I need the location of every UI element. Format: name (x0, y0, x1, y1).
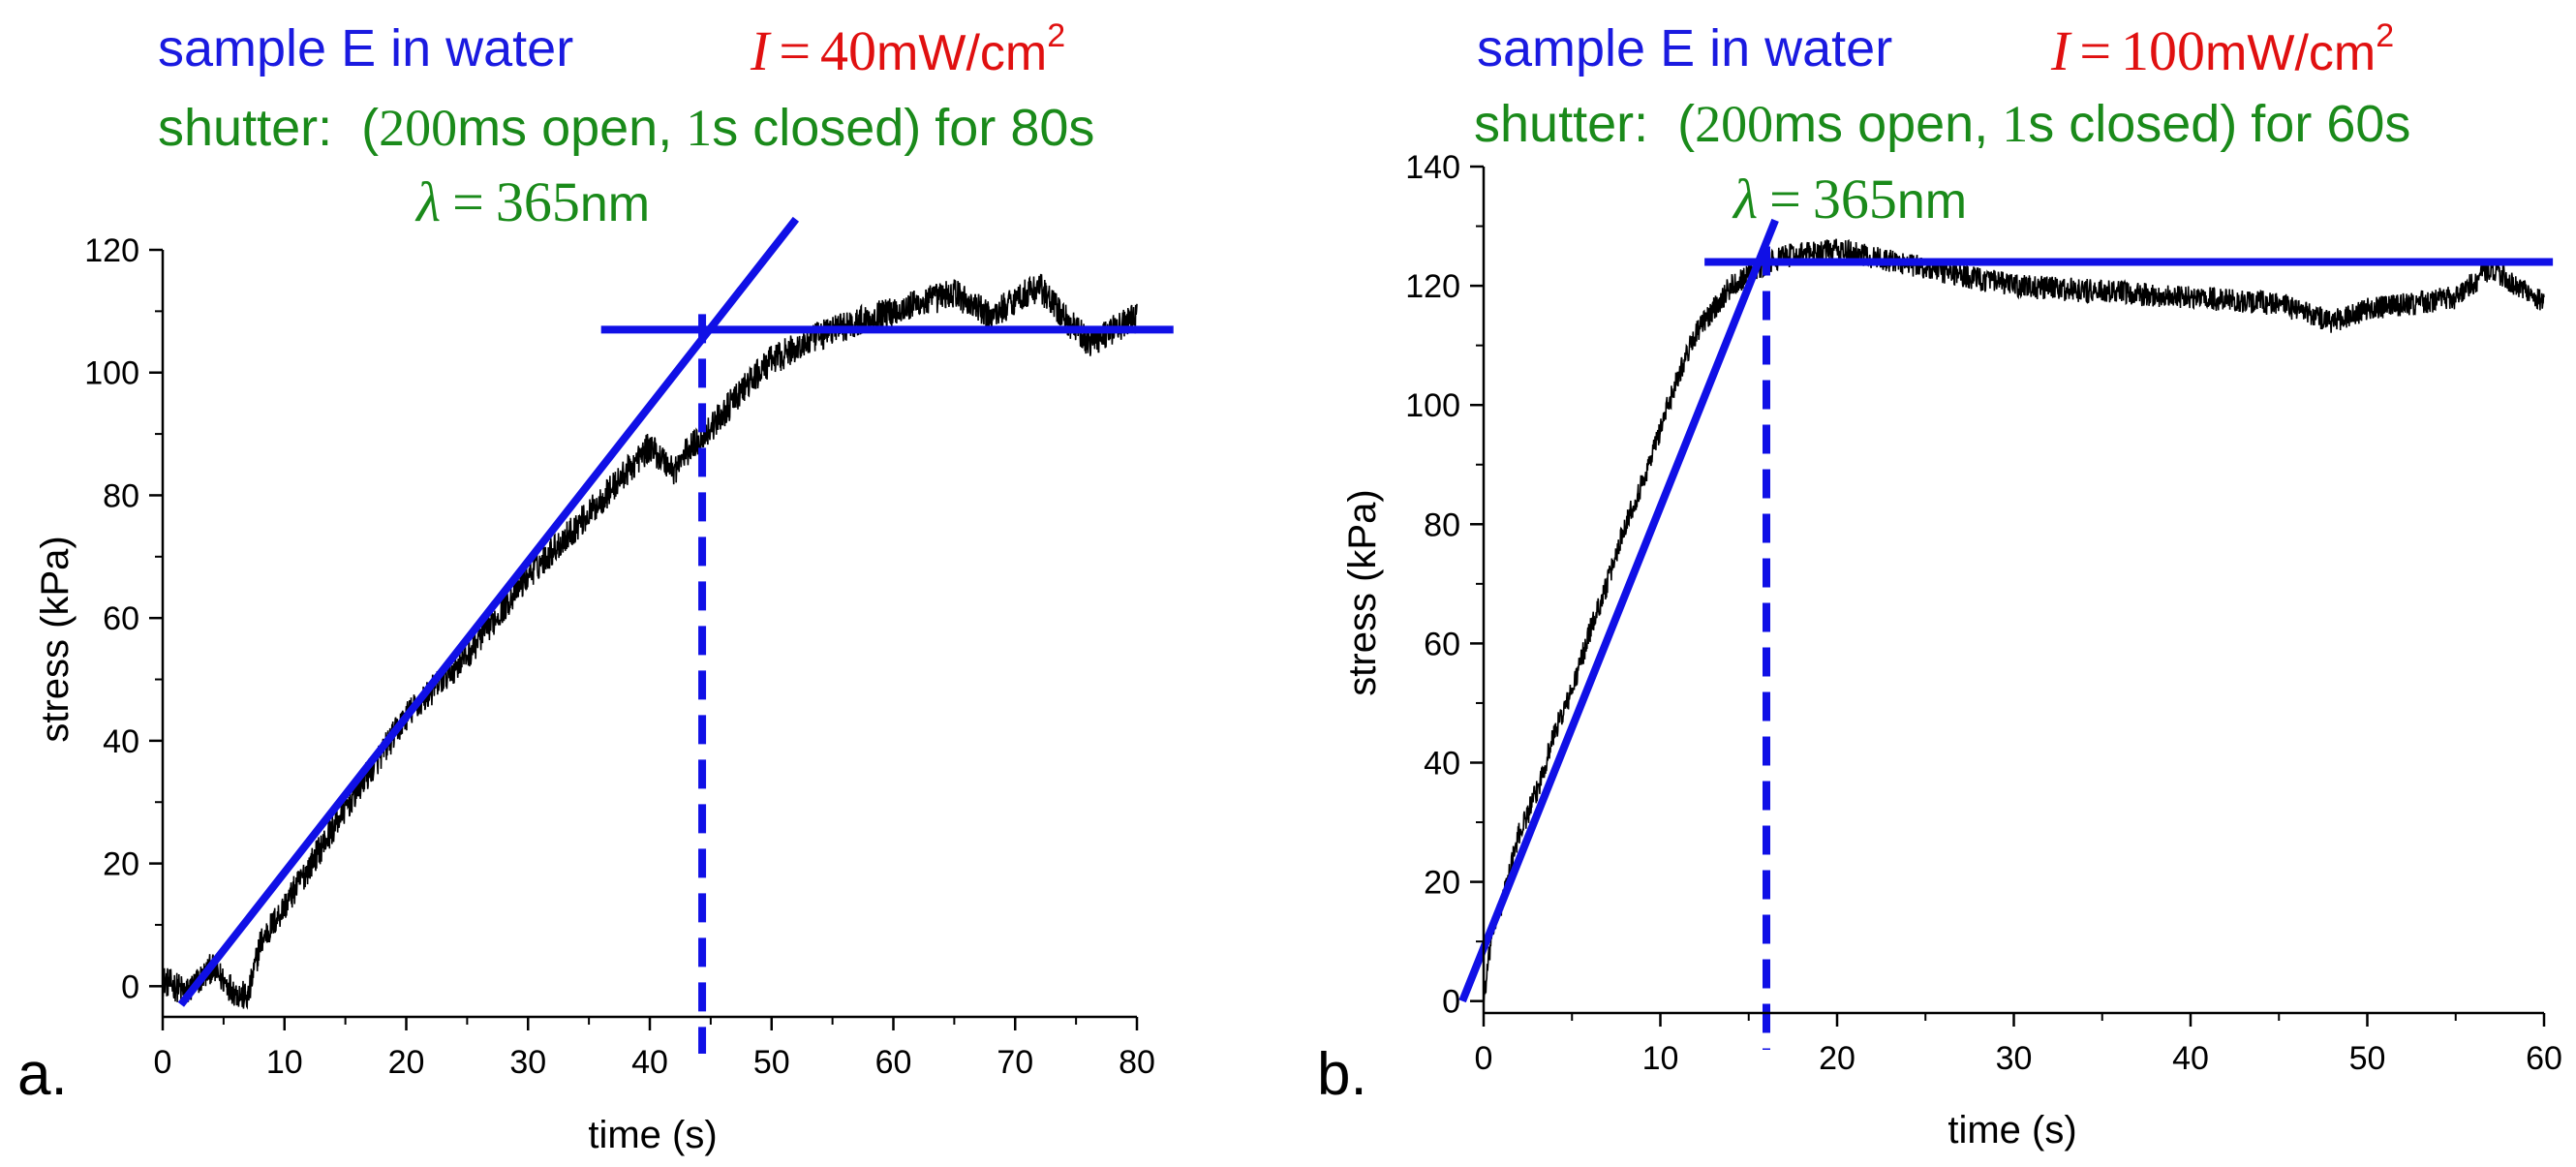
panel-a: sample E in water I = 40mW/cm2 shutter: (20… (17, 17, 1174, 1156)
panel-a-fit-line (177, 216, 800, 1007)
panel-b-wavelength-value: 365 (1813, 168, 1897, 230)
panel-a-y-tick-label: 60 (103, 600, 139, 637)
panel-b-x-tick-label: 40 (2172, 1040, 2209, 1077)
panel-a-x-tick-label: 40 (631, 1044, 668, 1081)
panel-a-shutter-closed-value: 1 (686, 99, 712, 157)
panel-a-xlabel: time (s) (588, 1114, 717, 1156)
panel-a-shutter: shutter: (200ms open, 1s closed) for 80s (158, 99, 1094, 157)
panel-a-y-tick-label: 40 (103, 723, 139, 760)
panel-b-label: b. (1317, 1041, 1367, 1108)
panel-b-fit-line (1458, 218, 1779, 1003)
panel-a-shutter-for: for 80s (935, 99, 1094, 157)
panel-b-overlay-group (1458, 218, 2554, 1050)
panel-a-ylabel: stress (kPa) (34, 536, 77, 742)
panel-a-y-tick-label: 120 (84, 232, 139, 269)
panel-b-wavelength-unit: nm (1897, 173, 1967, 230)
panel-b-wavelength: λ = 365nm (1732, 168, 1967, 230)
panel-b-shutter-closed-value: 1 (2002, 95, 2028, 153)
panel-a-wavelength-symbol: λ (414, 170, 441, 233)
panel-b-y-tick-label: 140 (1405, 149, 1460, 186)
panel-b-y-tick-label: 120 (1405, 268, 1460, 305)
panel-b-intensity-symbol: I (2050, 19, 2072, 82)
panel-a-shutter-paren: ( (361, 99, 379, 157)
panel-b-intensity-equals: = (2079, 19, 2111, 82)
panel-a-title: sample E in water (158, 19, 573, 77)
panel-b-shutter-prefix: shutter: (1474, 95, 1648, 153)
panel-b-shutter: shutter: (200ms open, 1s closed) for 60s (1474, 95, 2410, 153)
panel-a-intensity-equals: = (779, 19, 811, 82)
panel-a-wavelength-value: 365 (496, 170, 580, 233)
panel-b-trace-group (1483, 238, 2545, 1006)
panel-a-wavelength-unit: nm (580, 176, 650, 232)
panel-b: sample E in water I = 100mW/cm2 shutter: (2… (1317, 17, 2562, 1152)
panel-b-x-tick-label: 30 (1996, 1040, 2033, 1077)
panel-a-intensity: I = 40mW/cm2 (750, 17, 1065, 82)
panel-b-axes-group: 0 10 20 30 40 50 60 0 20 40 60 80 100 120 140 (1405, 149, 2562, 1077)
panel-a-shutter-prefix: shutter: (158, 99, 332, 157)
panel-b-x-tick-label: 20 (1819, 1040, 1855, 1077)
panel-b-y-tick-label: 0 (1442, 984, 1460, 1021)
panel-a-shutter-open-value: 200 (379, 99, 457, 157)
panel-a-axes-group: 0 10 20 30 40 50 60 70 80 0 20 40 60 80 100 120 (84, 232, 1155, 1081)
panel-a-y-tick-label: 0 (121, 968, 139, 1005)
panel-b-intensity-value: 100 (2121, 19, 2205, 82)
panel-b-intensity-unit: mW/cm (2205, 25, 2376, 81)
panel-b-y-tick-label: 80 (1424, 507, 1460, 543)
panel-b-shutter-for: for 60s (2251, 95, 2410, 153)
panel-a-x-tick-label: 20 (388, 1044, 425, 1081)
panel-b-x-tick-label: 0 (1475, 1040, 1493, 1077)
panel-a-stress-trace (162, 273, 1138, 1010)
panel-a-intensity-value: 40 (820, 19, 876, 82)
panel-b-shutter-closed-text: s closed) (2028, 95, 2237, 153)
panel-a-shutter-open-text: ms open, (457, 99, 672, 157)
panel-b-x-tick-label: 10 (1642, 1040, 1679, 1077)
panel-a-intensity-unit: mW/cm (876, 25, 1047, 81)
panel-a-y-tick-label: 80 (103, 477, 139, 514)
panel-b-y-tick-label: 60 (1424, 626, 1460, 662)
panel-a-x-tick-label: 70 (997, 1044, 1033, 1081)
panel-b-x-tick-label: 50 (2349, 1040, 2386, 1077)
panel-b-shutter-open-text: ms open, (1773, 95, 1988, 153)
panel-a-x-tick-label: 30 (509, 1044, 546, 1081)
panel-a-x-tick-label: 0 (154, 1044, 172, 1081)
panel-a-trace-group (162, 273, 1138, 1010)
panel-b-stress-trace (1483, 238, 2545, 1006)
panel-b-wavelength-equals: = (1769, 168, 1801, 230)
panel-b-x-tick-label: 60 (2526, 1040, 2562, 1077)
panel-b-y-tick-label: 40 (1424, 745, 1460, 782)
panel-b-ylabel: stress (kPa) (1341, 489, 1384, 695)
panel-a-y-tick-label: 20 (103, 846, 139, 883)
panel-a-y-tick-label: 100 (84, 355, 139, 392)
panel-b-shutter-paren: ( (1677, 95, 1695, 153)
panel-b-intensity-exponent: 2 (2376, 17, 2394, 54)
panel-b-title: sample E in water (1477, 19, 1892, 77)
panel-a-wavelength: λ = 365nm (414, 170, 650, 233)
panel-a-overlay-group (177, 216, 1174, 1054)
panel-b-y-tick-label: 100 (1405, 387, 1460, 424)
panel-a-shutter-closed-text: s closed) (712, 99, 921, 157)
panel-a-label: a. (17, 1041, 68, 1108)
panel-a-intensity-exponent: 2 (1047, 17, 1065, 54)
panel-a-x-tick-label: 10 (266, 1044, 303, 1081)
panel-a-x-tick-label: 50 (753, 1044, 790, 1081)
panel-a-x-tick-label: 80 (1119, 1044, 1155, 1081)
panel-a-intensity-symbol: I (750, 19, 772, 82)
panel-b-shutter-open-value: 200 (1695, 95, 1773, 153)
panel-b-wavelength-symbol: λ (1732, 168, 1758, 230)
panel-b-y-tick-label: 20 (1424, 865, 1460, 902)
panel-b-intensity: I = 100mW/cm2 (2050, 17, 2394, 82)
panel-b-xlabel: time (s) (1947, 1109, 2076, 1152)
panel-a-wavelength-equals: = (452, 170, 484, 233)
panel-a-x-tick-label: 60 (875, 1044, 912, 1081)
